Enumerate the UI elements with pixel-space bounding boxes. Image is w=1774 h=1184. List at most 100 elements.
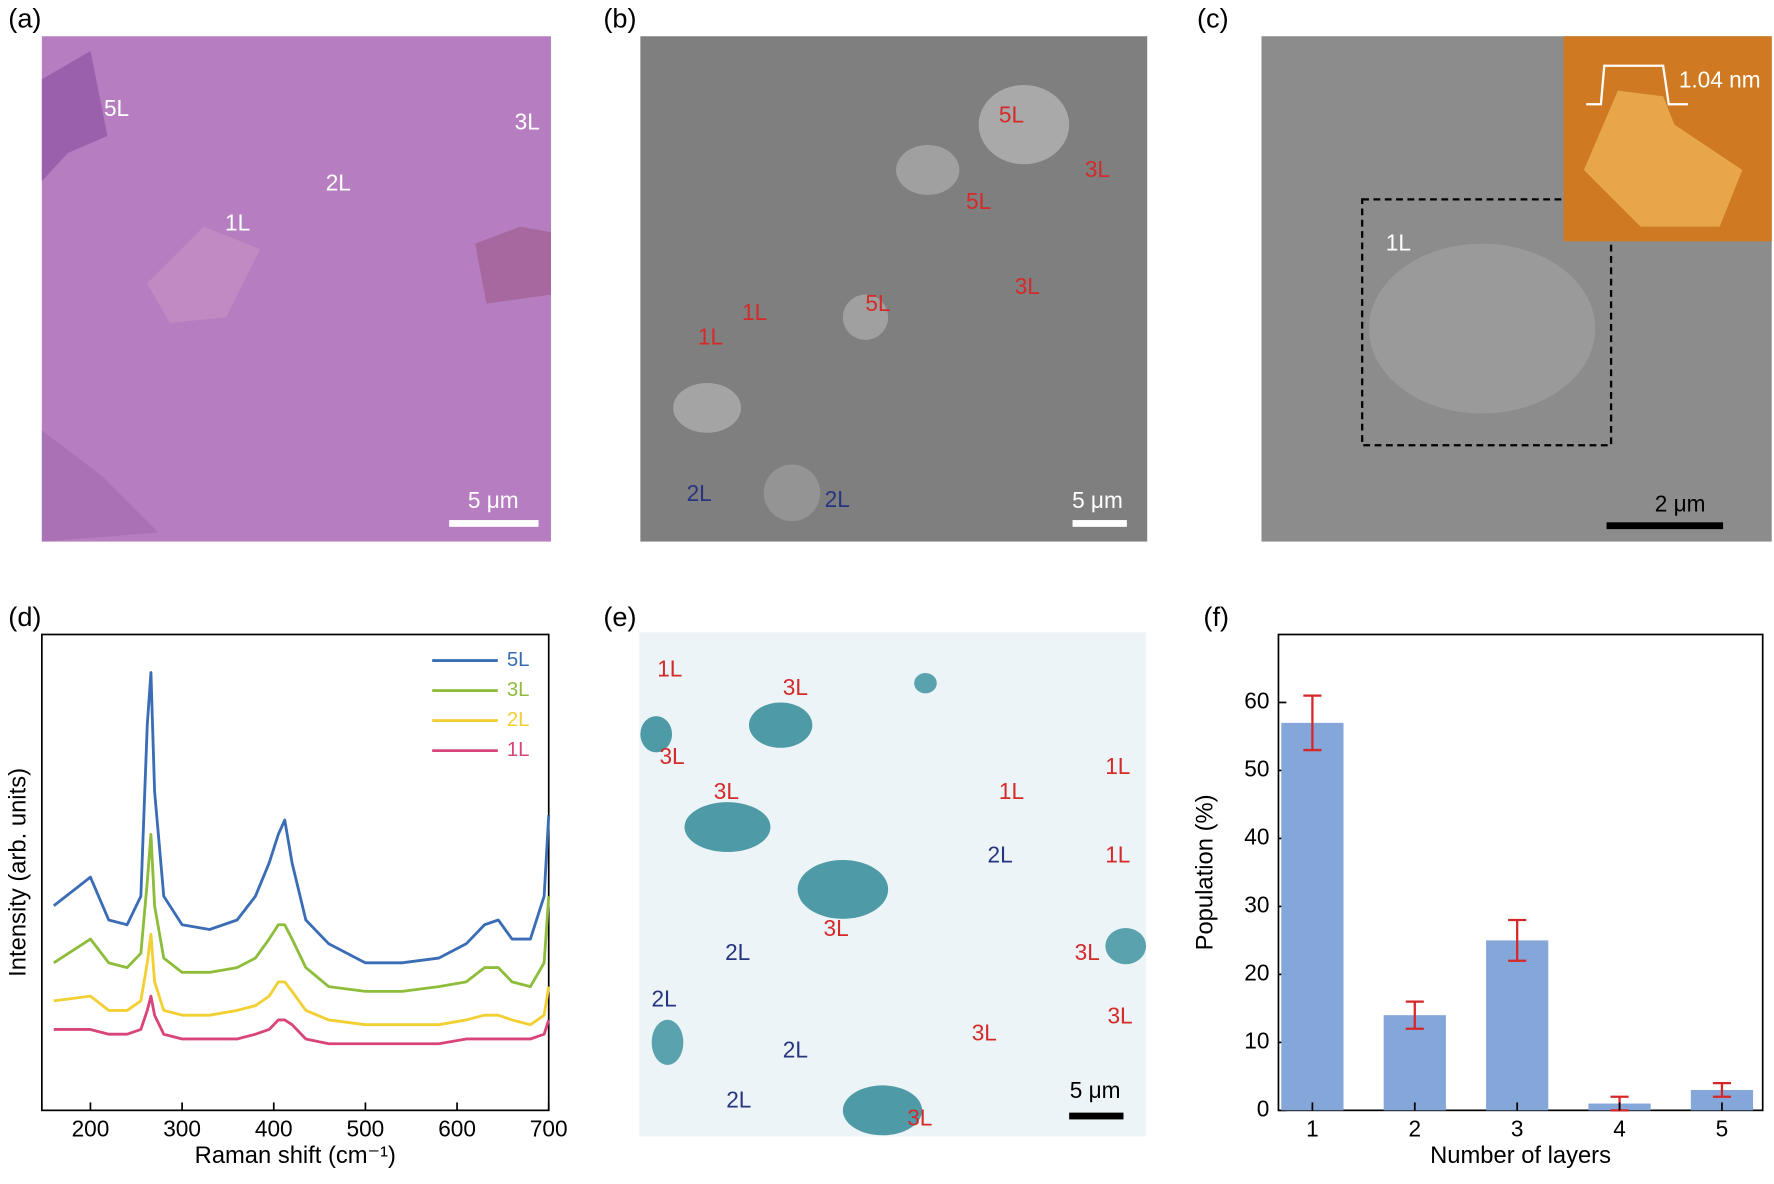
scale-bar bbox=[1069, 1112, 1124, 1120]
error-bar bbox=[1405, 1000, 1424, 1030]
annotation: 3L bbox=[714, 779, 739, 804]
annotation: 3L bbox=[1107, 1003, 1132, 1028]
annotation: 5L bbox=[104, 96, 129, 121]
y-tick-label: 10 bbox=[1244, 1028, 1269, 1053]
annotation: 3L bbox=[907, 1105, 932, 1130]
flake bbox=[475, 226, 551, 304]
panel-label: (f) bbox=[1203, 601, 1229, 632]
flake bbox=[842, 1085, 923, 1136]
y-tick-label: 60 bbox=[1244, 688, 1269, 713]
y-tick-label: 40 bbox=[1244, 824, 1269, 849]
scale-bar bbox=[1072, 520, 1127, 527]
panel-label: (d) bbox=[8, 601, 41, 632]
flake bbox=[763, 464, 821, 522]
legend-label: 3L bbox=[507, 679, 530, 701]
y-tick-label: 20 bbox=[1244, 960, 1269, 985]
flake bbox=[896, 145, 960, 195]
flake bbox=[684, 802, 771, 853]
bar bbox=[1486, 940, 1549, 1111]
sem-image bbox=[640, 36, 1148, 542]
annotation: 3L bbox=[1085, 157, 1110, 182]
optical-image bbox=[41, 36, 551, 542]
error-bar bbox=[1303, 694, 1322, 752]
flake bbox=[1368, 243, 1596, 414]
series-line bbox=[52, 671, 551, 965]
annotation: 2L bbox=[825, 487, 850, 512]
annotation: 2L bbox=[783, 1037, 808, 1062]
annotation: 2L bbox=[988, 843, 1013, 868]
y-tick-label: 30 bbox=[1244, 892, 1269, 917]
plot-frame bbox=[1277, 633, 1764, 1112]
annotation: 1L bbox=[1105, 843, 1130, 868]
annotation: 3L bbox=[972, 1020, 997, 1045]
annotation: 2L bbox=[726, 1087, 751, 1112]
scale-bar-label: 5 μm bbox=[1070, 1078, 1121, 1103]
x-tick-label: 700 bbox=[530, 1117, 568, 1142]
annotation: 1.04 nm bbox=[1679, 68, 1761, 93]
legend-label: 2L bbox=[507, 709, 530, 731]
annotation: 5L bbox=[966, 189, 991, 214]
flake bbox=[673, 382, 742, 433]
annotation: 5L bbox=[865, 291, 890, 316]
y-tick-label: 0 bbox=[1257, 1096, 1270, 1121]
panel-label: (b) bbox=[603, 3, 636, 34]
scale-bar-label: 5 μm bbox=[1072, 488, 1123, 513]
x-tick-label: 5 bbox=[1716, 1117, 1729, 1142]
bar bbox=[1690, 1089, 1754, 1111]
x-tick-label: 2 bbox=[1408, 1117, 1421, 1142]
annotation: 3L bbox=[659, 744, 684, 769]
x-tick-label: 3 bbox=[1511, 1117, 1524, 1142]
x-tick-label: 400 bbox=[255, 1117, 293, 1142]
annotation: 2L bbox=[687, 481, 712, 506]
flake bbox=[978, 84, 1070, 165]
y-axis-label: Intensity (arb. units) bbox=[5, 768, 32, 977]
annotation: 3L bbox=[515, 109, 540, 134]
height-profile bbox=[1586, 64, 1689, 106]
panel-label: (a) bbox=[8, 3, 41, 34]
annotation: 2L bbox=[725, 940, 750, 965]
scale-bar bbox=[1606, 522, 1724, 530]
x-tick-label: 300 bbox=[163, 1117, 201, 1142]
bar bbox=[1281, 722, 1344, 1111]
y-tick-label: 50 bbox=[1244, 756, 1269, 781]
annotation: 1L bbox=[225, 210, 250, 235]
flake bbox=[41, 430, 159, 542]
annotation: 1L bbox=[657, 657, 682, 682]
annotation: 5L bbox=[999, 103, 1024, 128]
flake bbox=[41, 50, 108, 182]
series-line bbox=[53, 994, 551, 1046]
annotation: 1L bbox=[698, 325, 723, 350]
legend-label: 1L bbox=[507, 739, 530, 761]
error-bar bbox=[1508, 918, 1527, 962]
panel-label: (e) bbox=[603, 601, 636, 632]
scale-bar-label: 2 μm bbox=[1655, 491, 1706, 516]
x-tick-label: 4 bbox=[1613, 1117, 1626, 1142]
flake bbox=[914, 673, 937, 694]
annotation: 2L bbox=[326, 171, 351, 196]
plot-frame bbox=[41, 633, 550, 1112]
panel-label: (c) bbox=[1197, 3, 1229, 34]
flake bbox=[1583, 90, 1743, 227]
x-tick-label: 1 bbox=[1306, 1117, 1319, 1142]
annotation: 1L bbox=[999, 779, 1024, 804]
annotation: 2L bbox=[652, 986, 677, 1011]
flake bbox=[797, 859, 889, 919]
legend-label: 5L bbox=[507, 649, 530, 671]
x-tick-label: 200 bbox=[72, 1117, 110, 1142]
raman-map bbox=[639, 632, 1147, 1137]
flake bbox=[842, 294, 889, 340]
series-line bbox=[53, 832, 551, 993]
flake bbox=[748, 702, 813, 748]
flake bbox=[640, 716, 673, 753]
x-tick-label: 600 bbox=[438, 1117, 476, 1142]
x-axis-label: Number of layers bbox=[1430, 1142, 1611, 1169]
zoom-box bbox=[1361, 198, 1613, 447]
annotation: 3L bbox=[783, 675, 808, 700]
bar bbox=[1383, 1015, 1446, 1111]
annotation: 3L bbox=[1075, 940, 1100, 965]
annotation: 1L bbox=[1386, 231, 1411, 256]
annotation: 3L bbox=[824, 916, 849, 941]
flake bbox=[1105, 927, 1147, 965]
scale-bar-label: 5 μm bbox=[468, 488, 519, 513]
